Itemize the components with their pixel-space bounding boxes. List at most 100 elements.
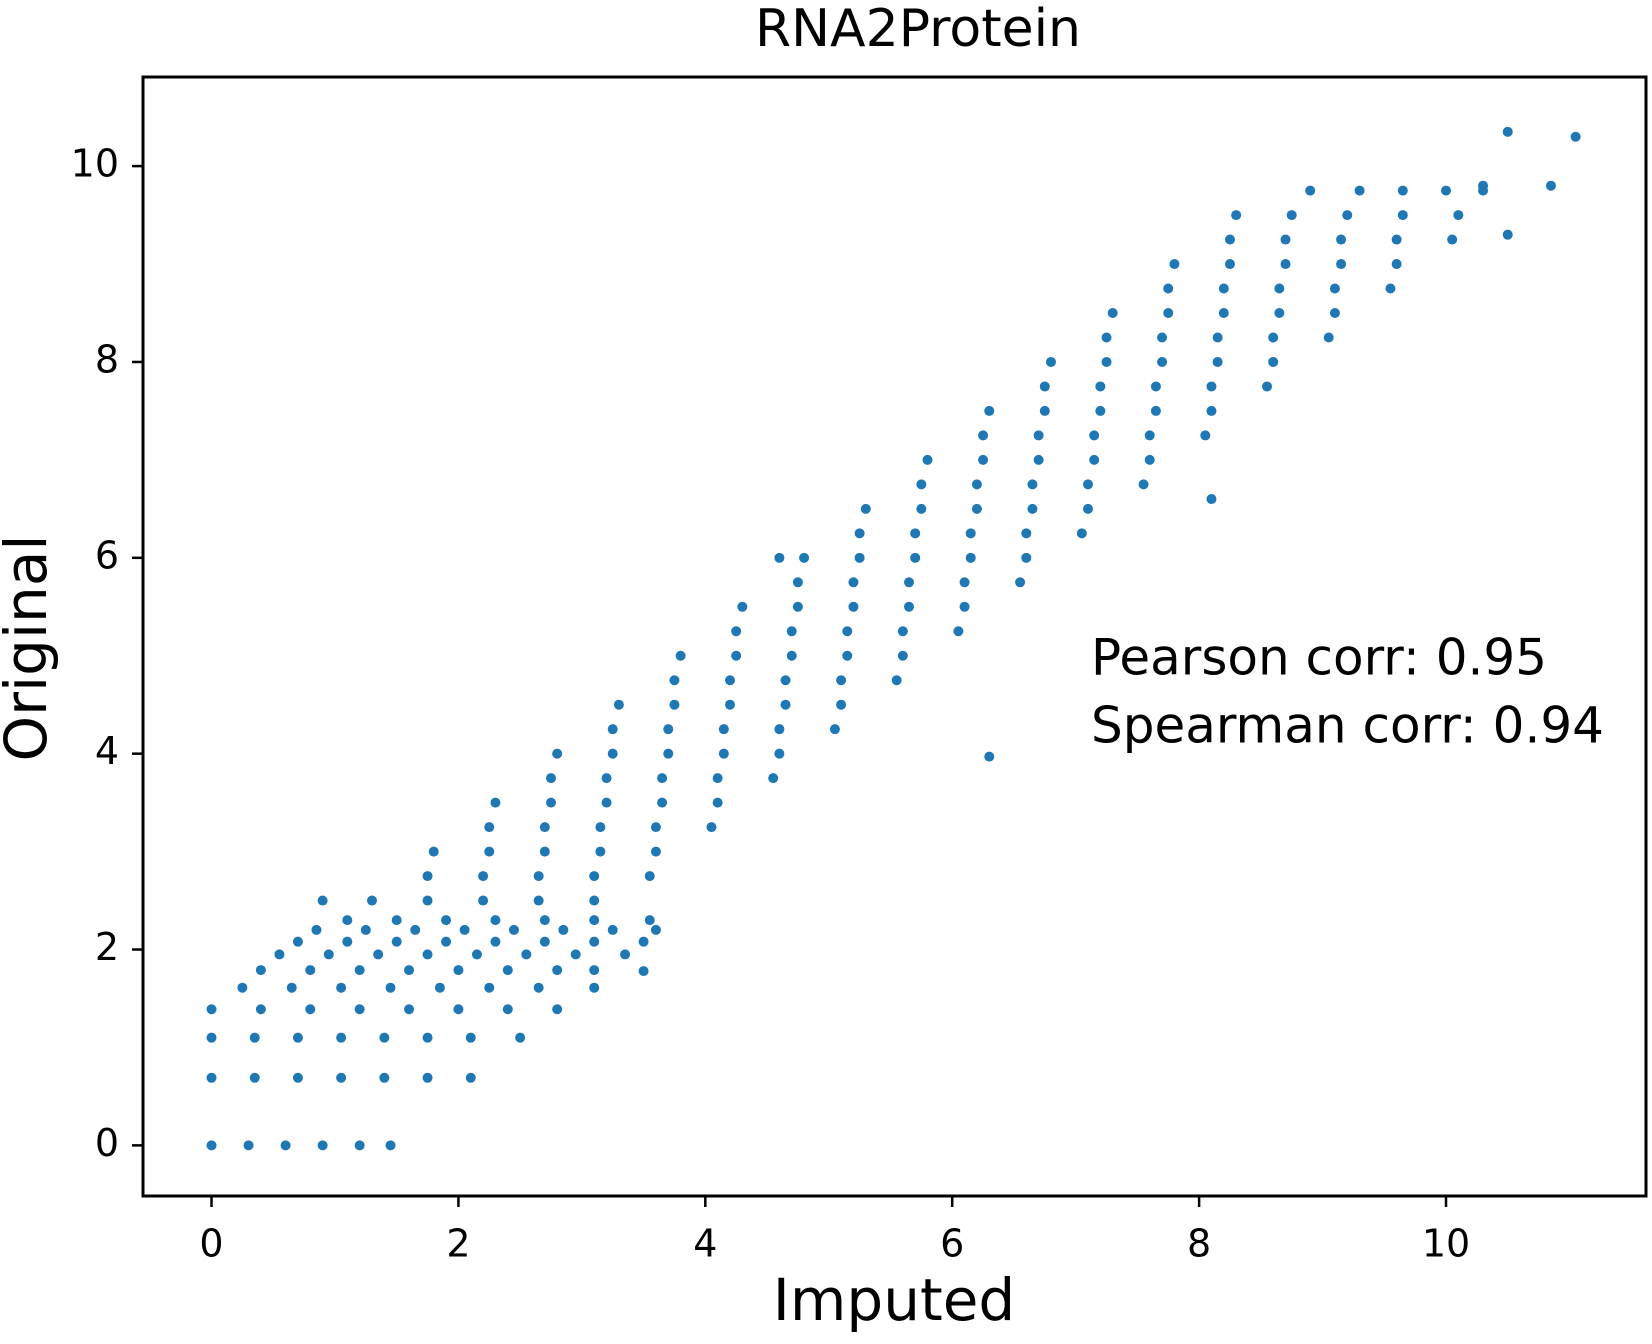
scatter-point <box>323 949 334 960</box>
scatter-point <box>910 528 921 539</box>
scatter-point <box>842 650 853 661</box>
scatter-point <box>465 1032 476 1043</box>
scatter-point <box>1089 454 1100 465</box>
scatter-point <box>490 915 501 926</box>
scatter-point <box>589 915 600 926</box>
scatter-point <box>1200 430 1211 441</box>
scatter-point <box>595 822 606 833</box>
scatter-point <box>422 895 433 906</box>
scatter-point <box>780 699 791 710</box>
scatter-point <box>836 675 847 686</box>
x-tick-label: 0 <box>199 1222 223 1266</box>
scatter-point <box>249 1032 260 1043</box>
scatter-point <box>1083 503 1094 514</box>
scatter-point <box>897 650 908 661</box>
scatter-point <box>292 1032 303 1043</box>
scatter-point <box>336 1032 347 1043</box>
scatter-point <box>1212 332 1223 343</box>
scatter-point <box>1391 234 1402 245</box>
scatter-point <box>1039 405 1050 416</box>
scatter-point <box>1163 308 1174 319</box>
scatter-point <box>1224 234 1235 245</box>
scatter-point <box>317 895 328 906</box>
scatter-point <box>465 1072 476 1083</box>
scatter-point <box>854 552 865 563</box>
scatter-point <box>848 577 859 588</box>
scatter-point <box>1354 185 1365 196</box>
scatter-point <box>521 949 532 960</box>
scatter-point <box>774 724 785 735</box>
x-tick-label: 8 <box>1187 1222 1211 1266</box>
scatter-point <box>1163 283 1174 294</box>
scatter-point <box>490 797 501 808</box>
y-tick-label: 0 <box>95 1121 119 1165</box>
scatter-point <box>1169 259 1180 270</box>
scatter-point <box>589 965 600 976</box>
scatter-point <box>391 936 402 947</box>
scatter-point <box>663 724 674 735</box>
scatter-point <box>1274 283 1285 294</box>
scatter-point <box>1150 381 1161 392</box>
scatter-point <box>1447 234 1458 245</box>
scatter-point <box>305 965 316 976</box>
scatter-point <box>391 915 402 926</box>
scatter-point <box>373 949 384 960</box>
scatter-point <box>459 924 470 935</box>
scatter-point <box>1101 356 1112 367</box>
scatter-point <box>422 1072 433 1083</box>
scatter-point <box>669 699 680 710</box>
scatter-point <box>484 822 495 833</box>
scatter-point <box>731 650 742 661</box>
y-tick-label: 2 <box>95 925 119 969</box>
scatter-point <box>712 773 723 784</box>
scatter-point <box>1545 180 1556 191</box>
scatter-point <box>1453 210 1464 221</box>
scatter-point <box>799 552 810 563</box>
scatter-point <box>1095 381 1106 392</box>
annotation: Spearman corr: 0.94 <box>1091 697 1604 755</box>
scatter-point <box>422 949 433 960</box>
scatter-point <box>620 949 631 960</box>
scatter-point <box>786 626 797 637</box>
scatter-point <box>1021 552 1032 563</box>
scatter-point <box>336 1072 347 1083</box>
scatter-point <box>286 982 297 993</box>
scatter-point <box>434 982 445 993</box>
scatter-point <box>1305 185 1316 196</box>
scatter-point <box>1218 308 1229 319</box>
scatter-point <box>607 748 618 759</box>
scatter-point <box>1033 454 1044 465</box>
scatter-point <box>1280 234 1291 245</box>
scatter-point <box>1218 283 1229 294</box>
scatter-point <box>1286 210 1297 221</box>
y-tick-label: 4 <box>95 729 119 773</box>
scatter-point <box>570 949 581 960</box>
scatter-point <box>1262 381 1273 392</box>
axes-frame <box>141 75 1648 1198</box>
scatter-point <box>644 915 655 926</box>
scatter-point <box>1039 381 1050 392</box>
scatter-point <box>502 1004 513 1015</box>
scatter-point <box>280 1140 291 1151</box>
scatter-point <box>959 577 970 588</box>
scatter-point <box>1502 229 1513 240</box>
scatter-point <box>607 724 618 735</box>
scatter-point <box>1015 577 1026 588</box>
scatter-point <box>533 871 544 882</box>
scatter-point <box>780 675 791 686</box>
scatter-point <box>546 773 557 784</box>
y-tick-label: 10 <box>71 142 119 186</box>
scatter-point <box>669 675 680 686</box>
scatter-point <box>1336 234 1347 245</box>
scatter-point <box>404 1004 415 1015</box>
scatter-point <box>663 748 674 759</box>
scatter-point <box>1342 210 1353 221</box>
scatter-point <box>515 1032 526 1043</box>
scatter-point <box>379 1072 390 1083</box>
scatter-point <box>379 1032 390 1043</box>
scatter-point <box>725 699 736 710</box>
scatter-point <box>1076 528 1087 539</box>
scatter-point <box>385 1140 396 1151</box>
scatter-point <box>243 1140 254 1151</box>
